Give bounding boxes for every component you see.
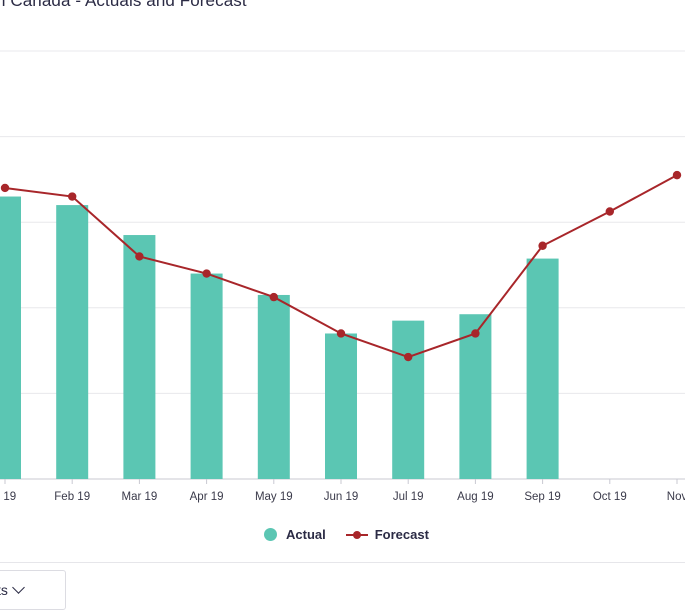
bar-actual-5[interactable] — [325, 333, 357, 479]
chart-plot: n 19 Feb 19 Mar 19 Apr 19 May 19 Jun 19 Jul 19… — [0, 50, 685, 503]
forecast-swatch-icon — [345, 530, 368, 539]
legend-label-actual: Actual — [286, 527, 326, 542]
forecast-point-3[interactable] — [202, 269, 211, 278]
bar-actual-1[interactable] — [56, 205, 89, 479]
legend-item-forecast[interactable]: Forecast — [345, 527, 429, 542]
bar-actual-2[interactable] — [123, 235, 156, 479]
bar-actual-6[interactable] — [392, 320, 425, 479]
x-tick-label: Jun 19 — [324, 491, 359, 503]
bar-actual-8[interactable] — [526, 258, 559, 479]
forecast-point-0[interactable] — [0, 183, 10, 193]
bar-series-actual — [0, 196, 559, 479]
legend-label-forecast: Forecast — [374, 527, 429, 542]
actual-swatch-icon — [264, 528, 277, 541]
forecast-point-5[interactable] — [336, 329, 346, 338]
chart-title: n Canada - Actuals and Forecast — [0, 0, 247, 10]
forecast-point-9[interactable] — [605, 207, 614, 216]
bar-actual-7[interactable] — [459, 314, 492, 479]
legend: Actual Forecast — [264, 527, 449, 542]
x-axis-ticks: n 19 Feb 19 Mar 19 Apr 19 May 19 Jun 19 Jul 19… — [0, 479, 685, 503]
line-series-forecast — [0, 170, 682, 362]
divider — [0, 562, 685, 563]
x-tick-label: n 19 — [0, 491, 16, 503]
bar-actual-4[interactable] — [257, 294, 290, 479]
chevron-down-icon — [12, 580, 25, 594]
options-dropdown-button[interactable]: ts — [0, 570, 66, 610]
x-tick-label: Sep 19 — [524, 491, 560, 503]
forecast-point-8[interactable] — [538, 241, 547, 250]
legend-item-actual[interactable]: Actual — [264, 527, 326, 542]
forecast-point-1[interactable] — [68, 192, 77, 201]
bar-actual-3[interactable] — [190, 273, 223, 479]
x-tick-label: Oct 19 — [593, 491, 627, 503]
forecast-point-7[interactable] — [471, 329, 480, 338]
forecast-point-6[interactable] — [404, 352, 413, 362]
forecast-point-2[interactable] — [135, 252, 144, 261]
bar-actual-0[interactable] — [0, 196, 21, 479]
x-tick-label: Feb 19 — [54, 491, 90, 503]
x-tick-label: Jul 19 — [393, 491, 424, 503]
forecast-point-4[interactable] — [269, 292, 278, 302]
x-tick-label: Mar 19 — [122, 491, 158, 503]
x-tick-label: Apr 19 — [190, 491, 224, 503]
x-tick-label: Nov — [667, 491, 685, 503]
gridlines — [0, 50, 685, 480]
x-tick-label: May 19 — [255, 491, 293, 503]
options-dropdown-label: ts — [0, 582, 8, 598]
x-tick-label: Aug 19 — [457, 491, 493, 503]
forecast-point-10[interactable] — [672, 170, 682, 180]
